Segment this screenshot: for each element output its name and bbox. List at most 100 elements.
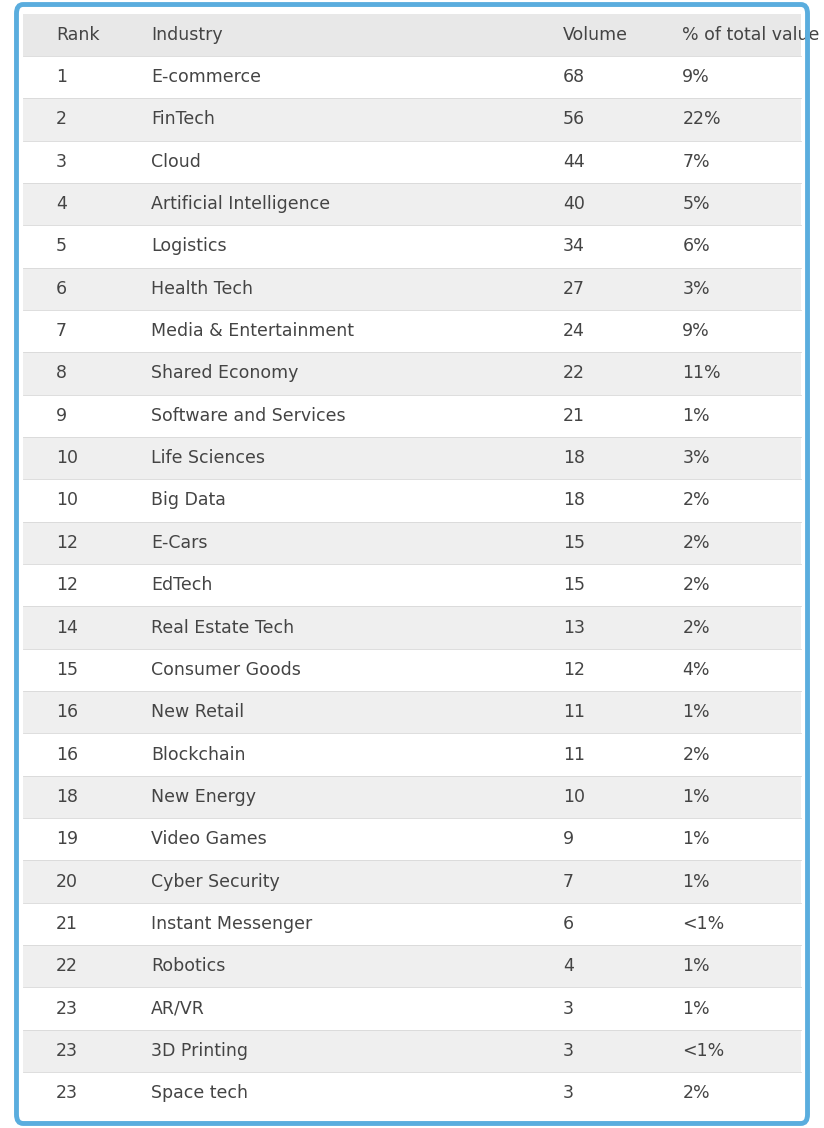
Text: 5: 5 bbox=[56, 237, 67, 255]
Text: 23: 23 bbox=[56, 999, 78, 1017]
Text: <1%: <1% bbox=[682, 915, 724, 933]
Text: 3D Printing: 3D Printing bbox=[151, 1042, 248, 1060]
Bar bbox=[23, 607, 801, 649]
Bar bbox=[23, 902, 801, 945]
Text: 6%: 6% bbox=[682, 237, 710, 255]
Text: 21: 21 bbox=[56, 915, 78, 933]
Text: 3: 3 bbox=[56, 152, 67, 170]
Text: 12: 12 bbox=[56, 534, 78, 552]
Text: 5%: 5% bbox=[682, 195, 710, 213]
Bar bbox=[23, 141, 801, 183]
Text: 8: 8 bbox=[56, 364, 67, 382]
Text: 44: 44 bbox=[563, 152, 584, 170]
Text: 2%: 2% bbox=[682, 576, 710, 594]
Text: 40: 40 bbox=[563, 195, 585, 213]
Text: 12: 12 bbox=[563, 661, 585, 679]
Text: 12: 12 bbox=[56, 576, 78, 594]
Bar bbox=[23, 564, 801, 607]
Text: Cloud: Cloud bbox=[151, 152, 201, 170]
Bar bbox=[23, 818, 801, 861]
Text: 1%: 1% bbox=[682, 873, 710, 891]
Text: Video Games: Video Games bbox=[151, 830, 266, 848]
Text: 22%: 22% bbox=[682, 111, 721, 129]
Text: 10: 10 bbox=[563, 787, 585, 805]
Text: EdTech: EdTech bbox=[151, 576, 212, 594]
Text: 1%: 1% bbox=[682, 703, 710, 721]
Text: 68: 68 bbox=[563, 68, 585, 86]
Text: 22: 22 bbox=[56, 958, 78, 976]
Text: 15: 15 bbox=[563, 534, 585, 552]
Text: FinTech: FinTech bbox=[151, 111, 215, 129]
Text: AR/VR: AR/VR bbox=[151, 999, 204, 1017]
Bar bbox=[23, 437, 801, 479]
Text: 3%: 3% bbox=[682, 280, 710, 298]
Text: 14: 14 bbox=[56, 618, 78, 636]
Text: 2: 2 bbox=[56, 111, 67, 129]
Text: Life Sciences: Life Sciences bbox=[151, 449, 265, 467]
Bar bbox=[23, 521, 801, 564]
Text: 3: 3 bbox=[563, 1042, 574, 1060]
Text: 4: 4 bbox=[56, 195, 67, 213]
Text: 10: 10 bbox=[56, 449, 78, 467]
Text: 2%: 2% bbox=[682, 1084, 710, 1102]
Text: 23: 23 bbox=[56, 1042, 78, 1060]
Bar bbox=[23, 183, 801, 226]
Bar bbox=[23, 861, 801, 902]
Bar bbox=[23, 14, 801, 56]
Text: 1: 1 bbox=[56, 68, 67, 86]
Text: Rank: Rank bbox=[56, 26, 100, 44]
Text: Shared Economy: Shared Economy bbox=[151, 364, 298, 382]
Text: <1%: <1% bbox=[682, 1042, 724, 1060]
Text: Cyber Security: Cyber Security bbox=[151, 873, 279, 891]
Bar bbox=[23, 649, 801, 691]
Text: 4%: 4% bbox=[682, 661, 709, 679]
Text: 18: 18 bbox=[56, 787, 78, 805]
Text: Software and Services: Software and Services bbox=[151, 407, 345, 425]
Bar bbox=[23, 691, 801, 733]
Text: E-Cars: E-Cars bbox=[151, 534, 208, 552]
Text: 20: 20 bbox=[56, 873, 78, 891]
Text: 9: 9 bbox=[56, 407, 68, 425]
Text: Media & Entertainment: Media & Entertainment bbox=[151, 323, 353, 341]
Text: 11: 11 bbox=[563, 703, 585, 721]
Bar bbox=[23, 1030, 801, 1072]
Text: 15: 15 bbox=[563, 576, 585, 594]
Bar bbox=[23, 395, 801, 437]
Bar bbox=[23, 267, 801, 310]
Text: 23: 23 bbox=[56, 1084, 78, 1102]
Text: Artificial Intelligence: Artificial Intelligence bbox=[151, 195, 330, 213]
Text: Logistics: Logistics bbox=[151, 237, 227, 255]
Text: 9: 9 bbox=[563, 830, 574, 848]
Text: Real Estate Tech: Real Estate Tech bbox=[151, 618, 294, 636]
Bar bbox=[23, 945, 801, 987]
Text: Instant Messenger: Instant Messenger bbox=[151, 915, 312, 933]
Text: Robotics: Robotics bbox=[151, 958, 225, 976]
Text: 1%: 1% bbox=[682, 787, 710, 805]
Text: 13: 13 bbox=[563, 618, 585, 636]
Text: 27: 27 bbox=[563, 280, 585, 298]
Text: 34: 34 bbox=[563, 237, 585, 255]
Text: 2%: 2% bbox=[682, 746, 710, 764]
Text: 6: 6 bbox=[56, 280, 68, 298]
Text: E-commerce: E-commerce bbox=[151, 68, 260, 86]
Text: % of total value: % of total value bbox=[682, 26, 820, 44]
Text: 3: 3 bbox=[563, 1084, 574, 1102]
Text: 7: 7 bbox=[563, 873, 574, 891]
Text: 1%: 1% bbox=[682, 999, 710, 1017]
Text: Health Tech: Health Tech bbox=[151, 280, 253, 298]
Text: 22: 22 bbox=[563, 364, 585, 382]
Text: 4: 4 bbox=[563, 958, 574, 976]
Bar bbox=[23, 98, 801, 141]
Text: 1%: 1% bbox=[682, 958, 710, 976]
Text: New Energy: New Energy bbox=[151, 787, 255, 805]
Bar bbox=[23, 352, 801, 395]
Text: 7%: 7% bbox=[682, 152, 710, 170]
Text: 11: 11 bbox=[563, 746, 585, 764]
Text: 9%: 9% bbox=[682, 68, 710, 86]
Text: Consumer Goods: Consumer Goods bbox=[151, 661, 301, 679]
Text: 2%: 2% bbox=[682, 534, 710, 552]
Bar bbox=[23, 226, 801, 267]
Bar bbox=[23, 1072, 801, 1114]
Text: 21: 21 bbox=[563, 407, 585, 425]
Bar bbox=[23, 733, 801, 776]
